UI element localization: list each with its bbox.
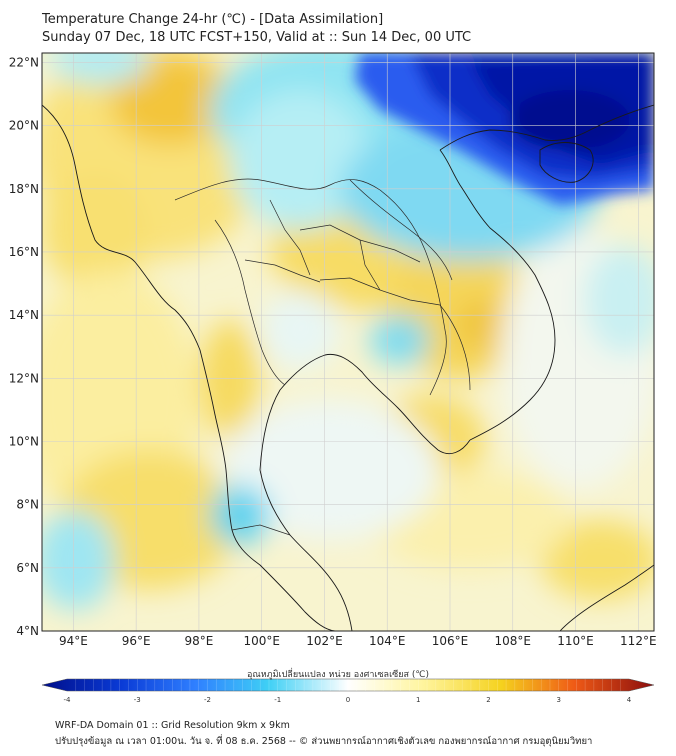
lat-label: 16°N (9, 245, 39, 259)
lon-label: 112°E (620, 634, 657, 648)
lon-label: 100°E (243, 634, 280, 648)
lat-label: 12°N (9, 371, 39, 385)
colorbar-tick-label: -2 (204, 696, 211, 704)
colorbar-tick-label: -3 (134, 696, 141, 704)
map-title: Temperature Change 24-hr (℃) - [Data Ass… (42, 12, 384, 27)
lat-label: 18°N (9, 182, 39, 196)
lon-label: 94°E (59, 634, 88, 648)
latitude-labels: 22°N 20°N 18°N 16°N 14°N 12°N 10°N 8°N 6°N 4°N (9, 55, 39, 638)
lon-label: 96°E (122, 634, 151, 648)
lat-label: 4°N (16, 624, 39, 638)
colorbar-tick-label: 2 (486, 696, 490, 704)
lon-label: 108°E (495, 634, 532, 648)
lat-label: 22°N (9, 55, 39, 69)
colorbar-tick-label: -4 (64, 696, 72, 704)
lon-label: 104°E (369, 634, 406, 648)
lon-label: 110°E (557, 634, 594, 648)
colorbar-tick-label: 0 (346, 696, 350, 704)
colorbar-tick-label: 1 (416, 696, 420, 704)
lat-label: 10°N (9, 434, 39, 448)
lat-label: 20°N (9, 119, 39, 133)
map-subtitle: Sunday 07 Dec, 18 UTC FCST+150, Valid at… (42, 30, 472, 45)
coastlines (42, 104, 654, 631)
footer-model-info: WRF-DA Domain 01 :: Grid Resolution 9km … (55, 720, 290, 731)
colorbar-title: อุณหภูมิเปลี่ยนแปลง หน่วย องศาเซลเซียส (… (246, 670, 430, 680)
colorbar-tick-label: 3 (557, 696, 561, 704)
temperature-field (42, 53, 654, 631)
colorbar-tick-label: 4 (627, 696, 632, 704)
lon-label: 102°E (306, 634, 343, 648)
lat-label: 8°N (16, 498, 39, 512)
colorbar-tick-label: -1 (274, 696, 281, 704)
longitude-labels: 94°E 96°E 98°E 100°E 102°E 104°E 106°E 108°E 110… (59, 634, 657, 648)
map-frame (41, 52, 655, 632)
colorbar: -4 -3 -2 -1 0 1 2 3 4 (41, 678, 655, 704)
lon-label: 106°E (432, 634, 469, 648)
footer-credit: ปรับปรุงข้อมูล ณ เวลา 01:00น. วัน จ. ที่… (55, 736, 593, 747)
lat-label: 6°N (16, 561, 39, 575)
borders (174, 178, 471, 536)
lon-label: 98°E (184, 634, 213, 648)
lat-label: 14°N (9, 308, 39, 322)
